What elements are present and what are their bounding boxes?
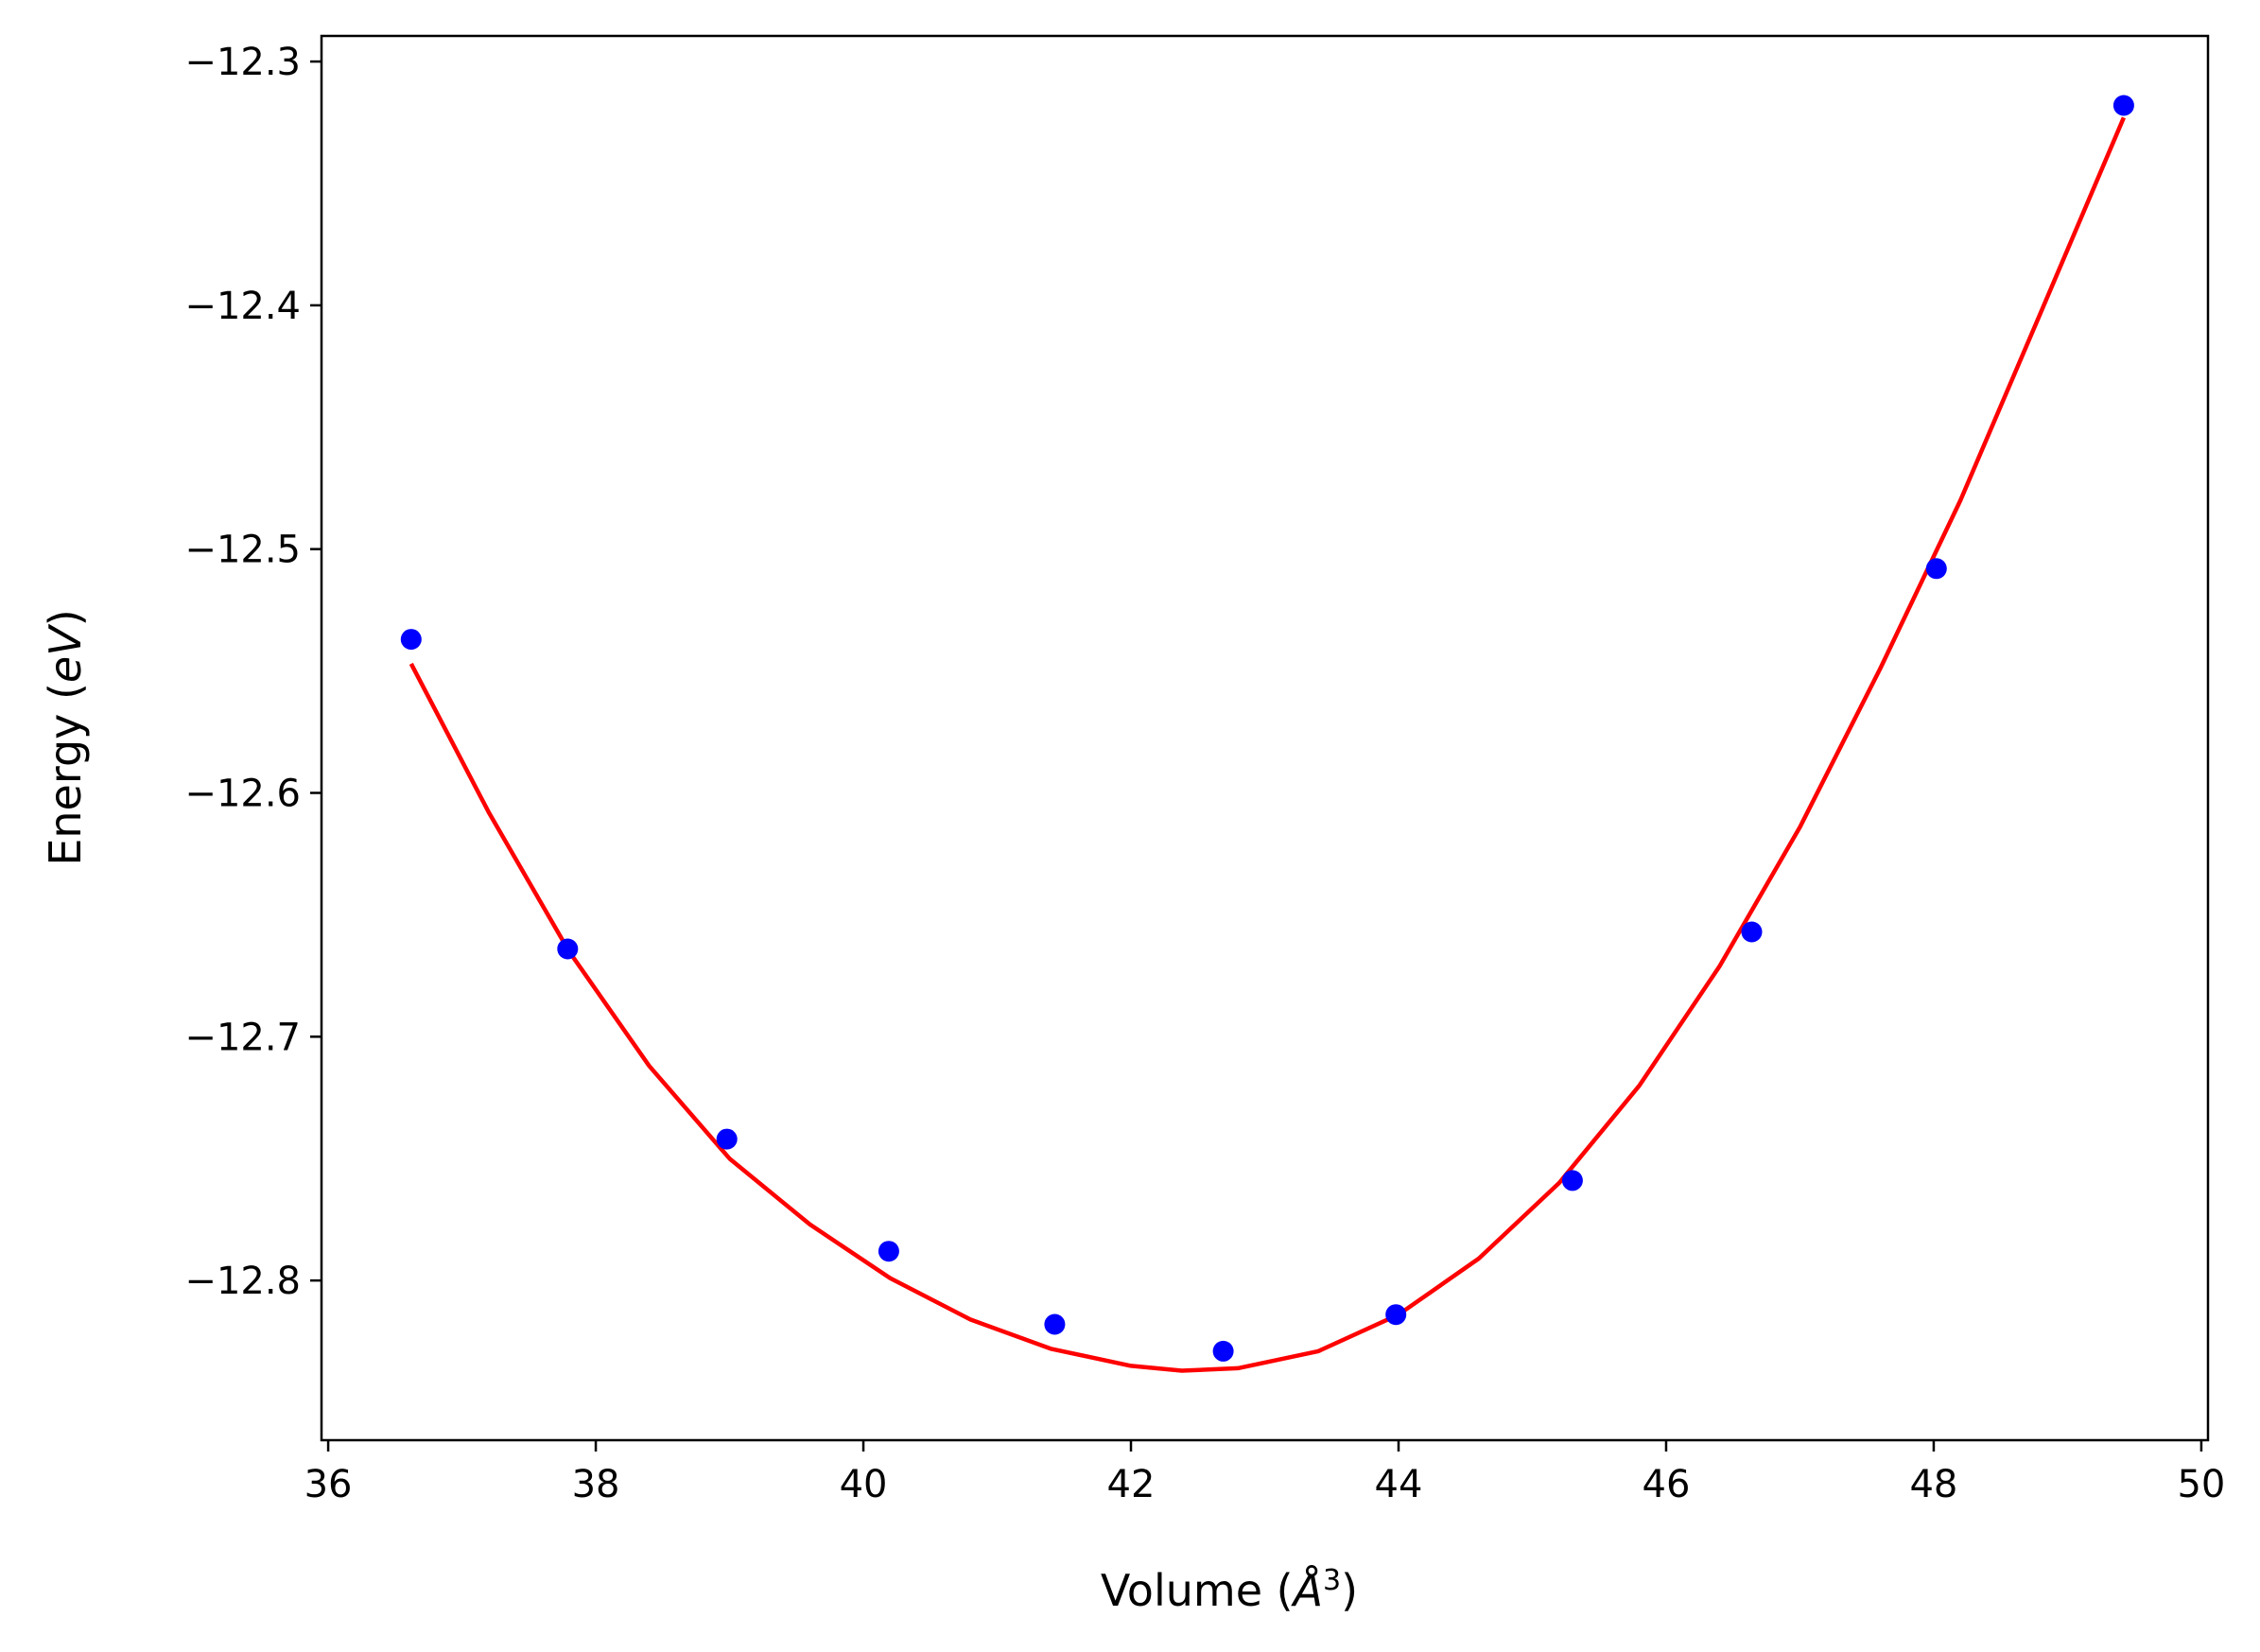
data-point-10 <box>1925 558 1947 580</box>
data-point-11 <box>2112 95 2134 116</box>
x-tick-label: 42 <box>1107 1463 1156 1506</box>
y-tick-label: −12.8 <box>184 1260 301 1303</box>
x-axis-label-unit: Å <box>1291 1565 1323 1616</box>
x-axis-label-sup: 3 <box>1323 1564 1341 1597</box>
y-tick-label: −12.3 <box>184 41 301 84</box>
x-axis: 36 38 40 42 44 46 48 50 <box>304 1440 2225 1506</box>
data-point-5 <box>1044 1313 1066 1335</box>
data-point-9 <box>1741 921 1763 943</box>
x-tick-label: 46 <box>1643 1463 1691 1506</box>
data-point-1 <box>400 629 422 651</box>
plot-frame <box>320 34 2210 1442</box>
x-axis-label: Volume (Å3) <box>1101 1564 1358 1617</box>
data-point-2 <box>557 938 579 960</box>
x-tick-label: 38 <box>572 1463 620 1506</box>
x-tick-label: 50 <box>2177 1463 2225 1506</box>
x-axis-label-close: ) <box>1341 1565 1358 1616</box>
x-axis-label-main: Volume ( <box>1101 1565 1294 1616</box>
y-axis-label: Energy (eV) <box>40 609 91 865</box>
x-tick-label: 36 <box>304 1463 353 1506</box>
data-point-7 <box>1385 1304 1407 1326</box>
y-tick-label: −12.5 <box>184 529 301 572</box>
x-tick-label: 40 <box>840 1463 888 1506</box>
y-tick-label: −12.4 <box>184 285 301 328</box>
y-axis-label-main: Energy ( <box>40 683 91 866</box>
y-axis-label-unit: eV <box>40 623 91 683</box>
data-point-3 <box>716 1128 738 1150</box>
data-point-8 <box>1561 1170 1583 1191</box>
data-point-6 <box>1212 1340 1234 1362</box>
y-axis-label-close: ) <box>40 609 91 626</box>
data-point-4 <box>878 1241 899 1262</box>
fit-curve-line <box>409 116 2126 1373</box>
y-axis: −12.8 −12.7 −12.6 −12.5 −12.4 −12.3 <box>184 41 322 1303</box>
x-tick-label: 48 <box>1909 1463 1957 1506</box>
plot-marks <box>400 95 2134 1373</box>
x-tick-label: 44 <box>1375 1463 1423 1506</box>
y-tick-label: −12.7 <box>184 1016 301 1059</box>
y-tick-label: −12.6 <box>184 773 301 816</box>
